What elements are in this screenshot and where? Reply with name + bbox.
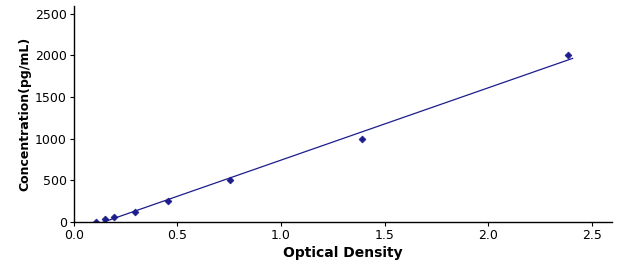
X-axis label: Optical Density: Optical Density <box>284 246 403 260</box>
Y-axis label: Concentration(pg/mL): Concentration(pg/mL) <box>18 37 31 191</box>
